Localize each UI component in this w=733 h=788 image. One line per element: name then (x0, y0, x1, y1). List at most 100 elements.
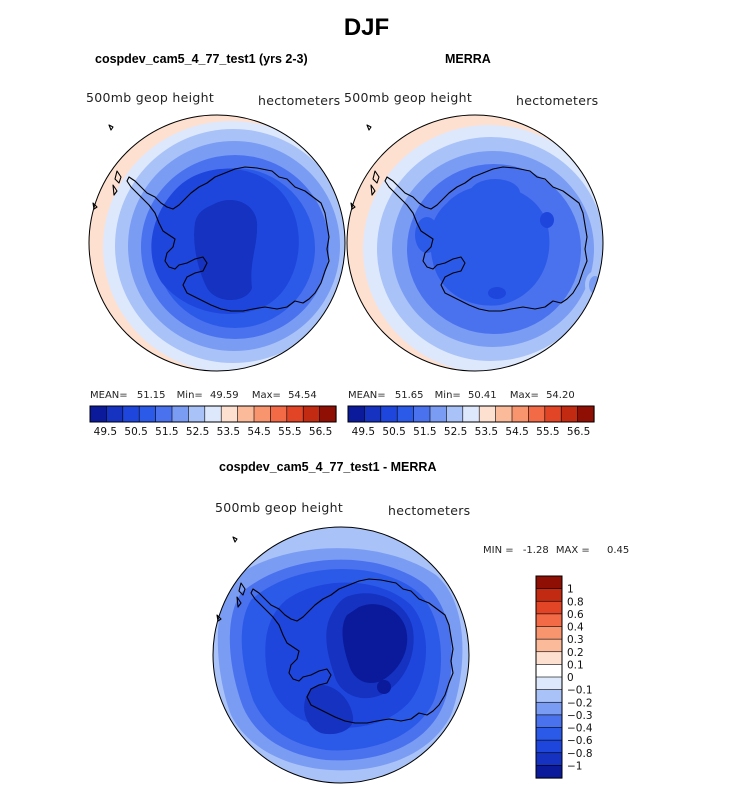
panel-2-colorbar-swatch (429, 405, 448, 423)
diff-colorbar-tick-label: −0.3 (567, 710, 593, 722)
panel-2-max-label: Max= (509, 390, 539, 401)
panel-1-colorbar-tick-label: 55.5 (278, 426, 301, 438)
panel-2-min-value: 50.41 (467, 390, 497, 401)
panel-1-max-value: 54.54 (288, 390, 317, 401)
panel-1-colorbar-swatch (286, 405, 304, 423)
panel-2-colorbar-swatch (528, 405, 546, 423)
diff-colorbar-tick-label: 0.6 (567, 609, 584, 621)
diff-min-value: -1.28 (522, 545, 549, 556)
diff-colorbar-tick-label: −0.8 (567, 748, 593, 760)
panel-2-mean-value: 51.65 (394, 390, 424, 401)
diff-colorbar-swatch (535, 676, 563, 691)
diff-variable-label: 500mb geop height (215, 500, 344, 515)
diff-colorbar-swatch (535, 664, 563, 678)
figure-title: DJF (343, 14, 390, 41)
panel-1-stats: MEAN= 51.15 Min= 49.59 Max= 54.54 (90, 390, 317, 401)
diff-polar-map (212, 526, 470, 784)
panel-1-colorbar-swatch (237, 405, 255, 423)
panel-2-colorbar-swatch (413, 405, 431, 423)
panel-1-min-label: Min= (176, 390, 203, 401)
diff-colorbar-swatch (535, 600, 563, 615)
diff-colorbar-tick-label: −0.1 (567, 685, 593, 697)
panel-1-colorbar-swatch (270, 405, 288, 423)
diff-colorbar-tick-label: −1 (567, 760, 582, 772)
panel-1-title: cospdev_cam5_4_77_test1 (yrs 2-3) (95, 52, 308, 66)
diff-coastline (216, 536, 454, 724)
panel-1-colorbar-swatch (319, 405, 337, 423)
diff-colorbar-tick-label: −0.6 (567, 735, 593, 747)
panel-2-colorbar-swatch (462, 405, 480, 423)
panel-2-colorbar-tick-label: 50.5 (382, 426, 405, 438)
panel-2-colorbar-swatch (511, 405, 530, 423)
panel-1-colorbar-swatch (106, 405, 124, 423)
panel-1-mean-value: 51.15 (136, 390, 166, 401)
panel-2-max-value: 54.20 (546, 390, 575, 401)
diff-colorbar-tick-label: 1 (567, 584, 574, 596)
diff-colorbar-swatch (535, 613, 563, 628)
panel-2-colorbar-swatch (446, 405, 464, 423)
diff-colorbar-swatch (535, 701, 563, 716)
panel-1-colorbar-swatch (220, 405, 239, 423)
panel-1-colorbar-tick-label: 49.5 (94, 426, 117, 438)
panel-1-mean-label: MEAN= (90, 390, 128, 401)
panel-2-colorbar-tick-label: 51.5 (413, 426, 436, 438)
panel-1-colorbar-tick-label: 56.5 (309, 426, 332, 438)
diff-colorbar-tick-label: −0.2 (567, 697, 593, 709)
diff-min-label: MIN = (483, 545, 514, 556)
panel-1-colorbar-swatch (302, 405, 321, 423)
diff-colorbar-swatch (535, 651, 563, 665)
diff-colorbar-swatch (535, 714, 563, 729)
diff-colorbar: 10.80.60.40.30.20.10−0.1−0.2−0.3−0.4−0.6… (535, 575, 593, 779)
panel-2-title: MERRA (445, 52, 491, 66)
panel-2-colorbar-tick-label: 53.5 (475, 426, 498, 438)
panel-1-colorbar-tick-label: 51.5 (155, 426, 178, 438)
panel-1-colorbar-tick-label: 50.5 (124, 426, 147, 438)
panel-1-variable-label: 500mb geop height (86, 90, 215, 105)
diff-title: cospdev_cam5_4_77_test1 - MERRA (219, 460, 437, 474)
panel-1-colorbar: 49.5 50.5 51.5 52.5 53.5 54.5 55.5 56.5 (89, 405, 337, 438)
panel-2-colorbar-swatch (396, 405, 415, 423)
diff-colorbar-swatch (535, 575, 563, 590)
panel-1-colorbar-swatch (253, 405, 272, 423)
panel-2-colorbar-swatch (380, 405, 398, 423)
panel-2-colorbar-tick-label: 56.5 (567, 426, 590, 438)
panel-2-colorbar-swatch (478, 405, 497, 423)
diff-colorbar-swatch (535, 739, 563, 754)
panel-1-units-label: hectometers (258, 93, 341, 108)
panel-1-max-label: Max= (251, 390, 281, 401)
panel-2-colorbar-swatch (560, 405, 579, 423)
diff-colorbar-tick-label: 0.3 (567, 634, 584, 646)
diff-max-value: 0.45 (606, 545, 630, 556)
panel-2-colorbar-tick-label: 52.5 (444, 426, 467, 438)
panel-2-colorbar-tick-label: 49.5 (352, 426, 375, 438)
diff-colorbar-tick-label: −0.4 (567, 723, 593, 735)
panel-1-colorbar-tick-label: 53.5 (217, 426, 240, 438)
panel-1-colorbar-swatch (204, 405, 222, 423)
panel-2-stats: MEAN= 51.65 Min= 50.41 Max= 54.20 (348, 390, 575, 401)
panel-2-coastline (350, 124, 588, 312)
panel-1-colorbar-swatch (171, 405, 190, 423)
panel-1-min-value: 49.59 (209, 390, 239, 401)
diff-colorbar-swatch (535, 752, 563, 766)
diff-minmax: MIN = -1.28 MAX = 0.45 (483, 545, 629, 556)
panel-2-colorbar-swatch (495, 405, 513, 423)
panel-1-polar-map (88, 114, 346, 372)
diff-colorbar-tick-label: 0.8 (567, 596, 584, 608)
panel-2-colorbar-swatch (577, 405, 595, 423)
panel-1-coastline (92, 124, 330, 312)
panel-2-polar-map (346, 114, 604, 372)
panel-1-colorbar-tick-label: 52.5 (186, 426, 209, 438)
panel-2-colorbar-tick-label: 54.5 (505, 426, 528, 438)
diff-colorbar-tick-label: 0.2 (567, 647, 584, 659)
panel-2-colorbar: 49.5 50.5 51.5 52.5 53.5 54.5 55.5 56.5 (347, 405, 595, 438)
panel-2-variable-label: 500mb geop height (344, 90, 473, 105)
diff-colorbar-tick-label: 0 (567, 672, 574, 684)
diff-colorbar-swatch (535, 689, 563, 703)
diff-colorbar-swatch (535, 588, 563, 602)
panel-1-colorbar-swatch (122, 405, 140, 423)
diff-colorbar-swatch (535, 626, 563, 640)
panel-1-colorbar-swatch (155, 405, 173, 423)
panel-2-colorbar-swatch (347, 405, 366, 423)
diff-max-label: MAX = (555, 545, 590, 556)
panel-2-colorbar-tick-label: 55.5 (536, 426, 559, 438)
